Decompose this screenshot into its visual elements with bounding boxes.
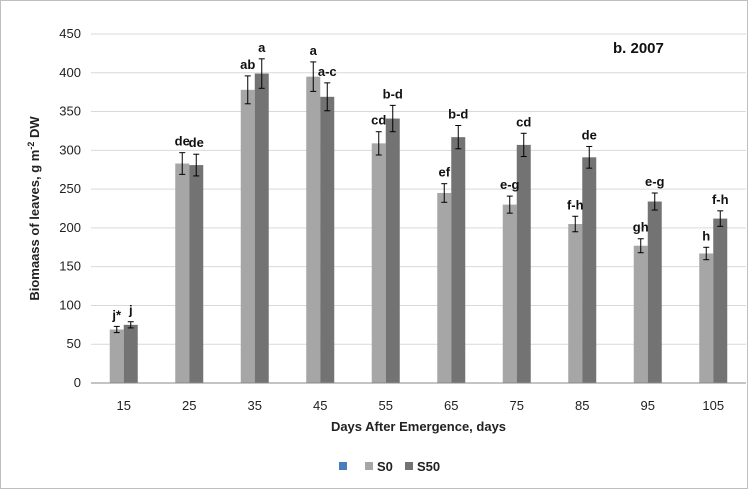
significance-label: h: [702, 228, 710, 243]
y-tick-label: 300: [59, 142, 81, 157]
significance-label: b-d: [383, 86, 403, 101]
significance-label: j: [128, 303, 133, 318]
x-tick-label: 105: [702, 398, 724, 413]
significance-label: e-g: [500, 177, 520, 192]
bar-s50: [713, 218, 728, 383]
bar-s0: [568, 224, 583, 383]
significance-label: a-c: [318, 64, 337, 79]
bar-s50: [516, 144, 531, 383]
y-tick-label: 400: [59, 65, 81, 80]
x-tick-label: 25: [182, 398, 196, 413]
x-tick-label: 65: [444, 398, 458, 413]
bar-s50: [582, 157, 597, 383]
bar-s50: [647, 201, 662, 383]
bar-s0: [306, 76, 321, 384]
y-tick-label: 150: [59, 259, 81, 274]
significance-label: cd: [516, 114, 531, 129]
y-tick-label: 0: [74, 375, 81, 390]
x-tick-label: 45: [313, 398, 327, 413]
bar-s0: [240, 89, 255, 383]
significance-label: de: [189, 135, 204, 150]
y-axis-title-superscript: -2: [26, 142, 36, 150]
y-axis-title-tail: DW: [27, 116, 42, 142]
x-tick-label: 15: [117, 398, 131, 413]
y-tick-label: 250: [59, 181, 81, 196]
bar-s0: [437, 192, 452, 383]
legend-marker-s0: [365, 462, 373, 470]
bar-s50: [254, 73, 269, 383]
bar-s0: [371, 143, 386, 383]
bar-s0: [109, 329, 124, 383]
significance-label: a: [310, 43, 318, 58]
legend: S0 S50: [339, 459, 440, 474]
x-tick-label: 95: [641, 398, 655, 413]
significance-label: cd: [371, 113, 386, 128]
significance-label: de: [175, 134, 190, 149]
significance-label: f-h: [712, 192, 729, 207]
bar-s0: [175, 163, 190, 383]
legend-label-s50: S50: [417, 459, 440, 474]
bar-s0: [699, 253, 714, 383]
bar-s0: [633, 245, 648, 383]
bars: [109, 73, 728, 384]
y-axis-title: Biomaass of leaves, g m-2 DW: [26, 116, 42, 301]
y-tick-label: 350: [59, 104, 81, 119]
legend-label-s0: S0: [377, 459, 393, 474]
significance-label: f-h: [567, 197, 584, 212]
panel-label: b. 2007: [613, 40, 664, 57]
bar-s50: [385, 118, 400, 383]
significance-label: gh: [633, 220, 649, 235]
bar-s50: [451, 137, 466, 383]
y-tick-label: 200: [59, 220, 81, 235]
x-axis-ticks: 15 25 35 45 55 65 75 85 95 105: [117, 398, 725, 413]
y-tick-label: 450: [59, 26, 81, 41]
x-tick-label: 35: [248, 398, 262, 413]
x-tick-label: 75: [510, 398, 524, 413]
bar-s50: [123, 324, 138, 383]
y-tick-label: 100: [59, 297, 81, 312]
error-bars: [113, 58, 724, 334]
x-axis-title: Days After Emergence, days: [331, 419, 506, 434]
bar-s50: [320, 96, 335, 383]
legend-marker-blank: [339, 462, 347, 470]
significance-label: de: [582, 127, 597, 142]
y-axis-title-main: Biomaass of leaves, g m: [27, 150, 42, 301]
legend-marker-s50: [405, 462, 413, 470]
significance-label: a: [258, 40, 266, 55]
y-tick-label: 50: [67, 336, 81, 351]
bar-s50: [189, 165, 204, 383]
bar-s0: [502, 204, 517, 383]
significance-label: e-g: [645, 174, 665, 189]
significance-label: ef: [438, 165, 450, 180]
significance-label: b-d: [448, 107, 468, 122]
x-tick-label: 55: [379, 398, 393, 413]
x-tick-label: 85: [575, 398, 589, 413]
significance-label: ab: [240, 57, 255, 72]
y-axis-ticks: 0 50 100 150 200 250 300 350 400 450: [59, 26, 81, 390]
significance-label: j*: [111, 307, 122, 322]
